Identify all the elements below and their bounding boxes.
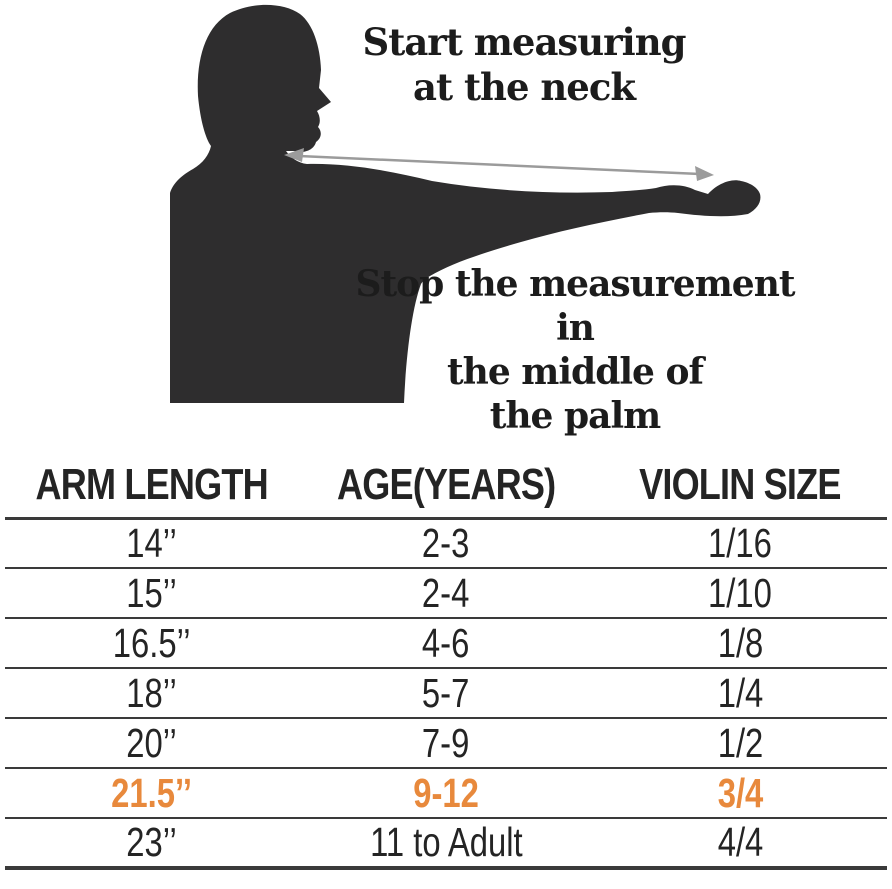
start-measuring-note: Start measuring at the neck bbox=[334, 20, 714, 110]
violin-size-cell: 1/10 bbox=[593, 568, 887, 619]
arm-length-cell: 20’’ bbox=[5, 718, 299, 769]
age-cell: 2-3 bbox=[299, 518, 593, 569]
age-header: AGE(YEARS) bbox=[299, 453, 593, 520]
size-chart-table: ARM LENGTH AGE(YEARS) VIOLIN SIZE 14’’ 2… bbox=[5, 453, 887, 870]
arm-length-header: ARM LENGTH bbox=[5, 453, 299, 520]
age-cell: 11 to Adult bbox=[299, 818, 593, 870]
measurement-figure: Start measuring at the neck Stop the mea… bbox=[170, 4, 805, 438]
table-header-row: ARM LENGTH AGE(YEARS) VIOLIN SIZE bbox=[5, 453, 887, 520]
person-silhouette-graphic bbox=[170, 4, 761, 404]
age-cell: 4-6 bbox=[299, 618, 593, 669]
arm-length-cell: 23’’ bbox=[5, 818, 299, 870]
table-row: 16.5’’ 4-6 1/8 bbox=[5, 618, 887, 669]
arm-length-cell: 16.5’’ bbox=[5, 618, 299, 669]
violin-size-cell: 1/16 bbox=[593, 518, 887, 569]
stop-measuring-note: Stop the measurement in the middle of th… bbox=[345, 262, 805, 438]
arm-length-cell: 18’’ bbox=[5, 668, 299, 719]
table-row: 15’’ 2-4 1/10 bbox=[5, 568, 887, 619]
table-row: 20’’ 7-9 1/2 bbox=[5, 718, 887, 769]
age-cell: 9-12 bbox=[299, 768, 593, 819]
stop-note-line2: the middle of bbox=[447, 351, 704, 393]
table-row: 18’’ 5-7 1/4 bbox=[5, 668, 887, 719]
stop-note-line1: Stop the measurement in bbox=[355, 263, 795, 349]
arm-length-cell: 15’’ bbox=[5, 568, 299, 619]
table-body: 14’’ 2-3 1/16 15’’ 2-4 1/10 16.5’’ 4-6 1… bbox=[5, 518, 887, 870]
table-row: 21.5’’ 9-12 3/4 bbox=[5, 768, 887, 819]
start-note-line1: Start measuring bbox=[362, 20, 687, 64]
violin-size-cell: 4/4 bbox=[593, 818, 887, 870]
table-row: 14’’ 2-3 1/16 bbox=[5, 518, 887, 569]
age-cell: 5-7 bbox=[299, 668, 593, 719]
age-cell: 7-9 bbox=[299, 718, 593, 769]
violin-size-cell: 1/2 bbox=[593, 718, 887, 769]
measurement-arrow bbox=[284, 148, 714, 181]
start-note-line2: at the neck bbox=[413, 65, 636, 109]
violin-size-cell: 1/8 bbox=[593, 618, 887, 669]
violin-size-header: VIOLIN SIZE bbox=[593, 453, 887, 520]
person-silhouette bbox=[170, 4, 761, 404]
arm-length-cell: 21.5’’ bbox=[5, 768, 299, 819]
violin-size-cell: 1/4 bbox=[593, 668, 887, 719]
table-row: 23’’ 11 to Adult 4/4 bbox=[5, 818, 887, 870]
stop-note-line3: the palm bbox=[489, 395, 662, 437]
violin-size-cell: 3/4 bbox=[593, 768, 887, 819]
arm-length-cell: 14’’ bbox=[5, 518, 299, 569]
age-cell: 2-4 bbox=[299, 568, 593, 619]
